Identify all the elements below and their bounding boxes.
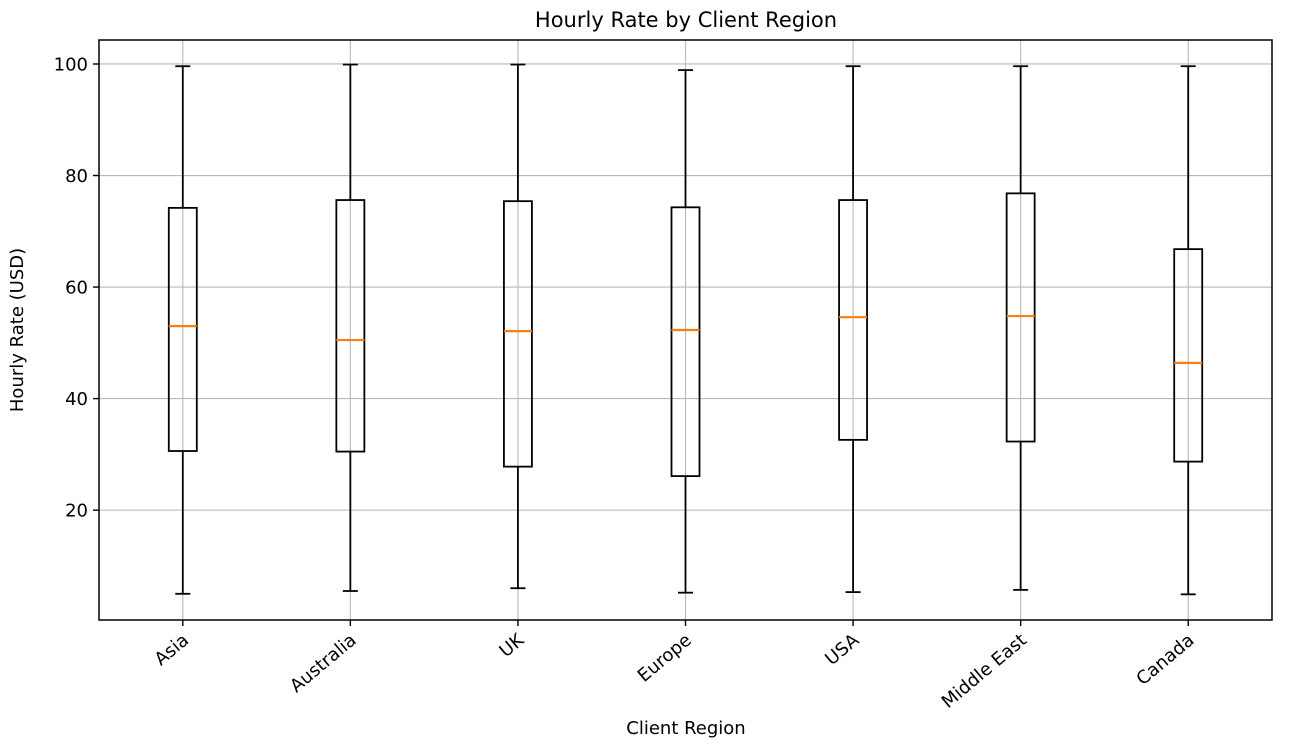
- y-tick-label-100: 100: [54, 54, 88, 75]
- boxplot-canada: [1173, 65, 1204, 596]
- boxplot-europe: [670, 69, 701, 594]
- y-tick-label-20: 20: [65, 501, 88, 522]
- y-tick-label-40: 40: [65, 389, 88, 410]
- iqr-box: [838, 199, 868, 441]
- x-tick-label-canada: Canada: [1132, 630, 1198, 690]
- boxplot-uk: [503, 63, 533, 590]
- x-tick-label-uk: UK: [496, 629, 530, 662]
- y-tick-label-60: 60: [65, 278, 88, 299]
- boxplot-asia: [167, 65, 198, 595]
- x-tick-label-middle-east: Middle East: [938, 630, 1031, 713]
- iqr-box: [1005, 192, 1036, 443]
- iqr-box: [335, 199, 366, 453]
- iqr-box: [1173, 248, 1204, 463]
- y-tick-label-80: 80: [65, 166, 88, 187]
- x-tick-label-asia: Asia: [151, 630, 193, 670]
- boxplot-australia: [335, 63, 366, 592]
- box-layer: [167, 63, 1204, 596]
- iqr-box: [167, 206, 198, 452]
- tick-layer: 20 40 60 80 100 Asia Australia UK Europe USA Middl…: [54, 54, 1199, 712]
- boxplot-usa: [838, 65, 868, 594]
- chart-title: Hourly Rate by Client Region: [535, 8, 837, 32]
- y-axis-label: Hourly Rate (USD): [7, 248, 28, 412]
- boxplot-middle-east: [1005, 65, 1036, 591]
- iqr-box: [670, 206, 701, 478]
- x-tick-label-australia: Australia: [286, 630, 360, 697]
- x-tick-label-usa: USA: [821, 629, 864, 669]
- x-tick-label-europe: Europe: [634, 630, 696, 687]
- iqr-box: [503, 200, 533, 468]
- x-axis-label: Client Region: [626, 718, 745, 739]
